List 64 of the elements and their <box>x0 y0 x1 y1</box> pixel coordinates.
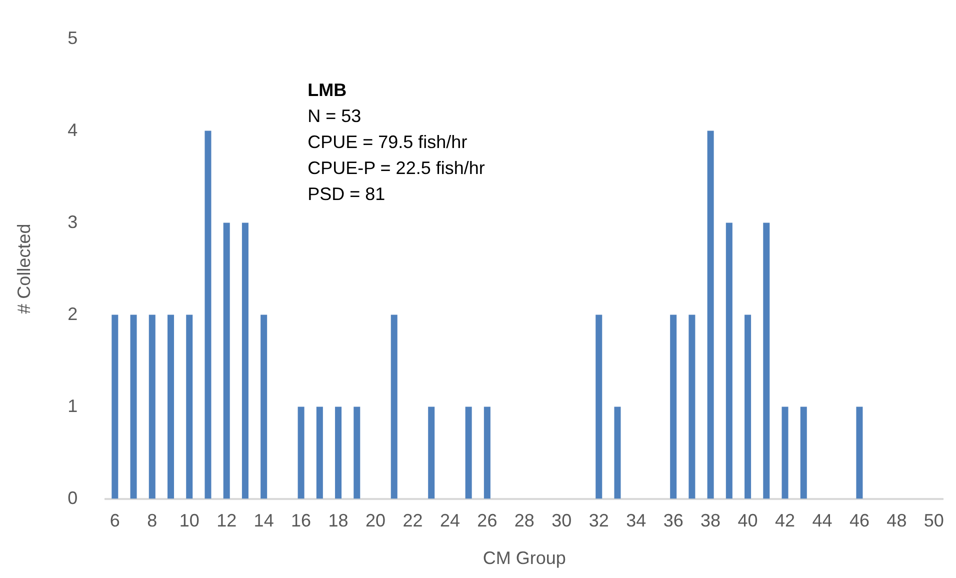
x-tick-label: 36 <box>663 510 684 531</box>
annotation: PSD = 81 <box>308 184 386 204</box>
bar <box>465 406 472 499</box>
y-tick-label: 4 <box>68 120 78 140</box>
bar <box>260 314 268 499</box>
bar <box>335 406 342 499</box>
bar <box>148 314 156 499</box>
x-tick-label: 6 <box>110 510 120 531</box>
x-tick-label: 44 <box>812 510 832 531</box>
bar <box>130 314 137 499</box>
bar <box>354 406 360 499</box>
x-tick-label: 42 <box>774 510 796 531</box>
bar <box>707 130 714 499</box>
bar <box>390 314 398 499</box>
y-tick-label: 0 <box>68 488 78 508</box>
bar <box>596 314 602 499</box>
annotation: CPUE = 79.5 fish/hr <box>308 132 468 152</box>
bar <box>223 222 230 499</box>
bar <box>614 406 621 499</box>
x-tick-label: 30 <box>552 510 572 531</box>
y-tick-label: 3 <box>68 212 78 232</box>
x-tick-label: 38 <box>700 510 721 531</box>
annotation: CPUE-P = 22.5 fish/hr <box>308 158 485 178</box>
bar <box>670 314 677 499</box>
x-tick-label: 14 <box>254 510 274 531</box>
bar <box>484 406 490 499</box>
bar <box>186 314 193 499</box>
bar <box>428 406 435 499</box>
x-tick-label: 32 <box>588 510 609 531</box>
x-tick-label: 8 <box>147 510 158 531</box>
x-tick-label: 46 <box>849 510 870 531</box>
x-tick-label: 22 <box>402 510 423 531</box>
x-tick-label: 16 <box>291 510 312 531</box>
bar <box>782 406 788 499</box>
x-tick-label: 40 <box>738 510 758 531</box>
x-tick-label: 12 <box>216 510 237 531</box>
x-tick-label: 24 <box>440 510 460 531</box>
y-axis-title: # Collected <box>14 224 34 314</box>
bar <box>112 314 118 499</box>
bar <box>688 314 696 499</box>
bar <box>763 222 770 499</box>
x-tick-label: 34 <box>626 510 646 531</box>
bar <box>168 314 174 499</box>
y-tick-label: 1 <box>68 396 78 416</box>
x-tick-label: 20 <box>365 510 386 531</box>
x-tick-label: 10 <box>179 510 200 531</box>
bar <box>856 406 863 499</box>
x-axis-title: CM Group <box>482 548 566 568</box>
bar <box>726 222 732 499</box>
x-tick-label: 50 <box>924 510 944 531</box>
bar <box>242 222 248 499</box>
x-tick-label: 26 <box>477 510 498 531</box>
x-tick-label: 28 <box>514 510 534 531</box>
bar <box>800 406 807 499</box>
y-tick-label: 5 <box>68 28 78 48</box>
annotation: LMB <box>308 80 347 100</box>
bar <box>204 130 212 499</box>
annotation: N = 53 <box>308 106 362 126</box>
x-tick-label: 18 <box>328 510 348 531</box>
y-tick-label: 2 <box>68 304 78 324</box>
bar <box>744 314 752 499</box>
x-tick-label: 48 <box>886 510 907 531</box>
bar <box>298 406 304 499</box>
bar <box>316 406 323 499</box>
